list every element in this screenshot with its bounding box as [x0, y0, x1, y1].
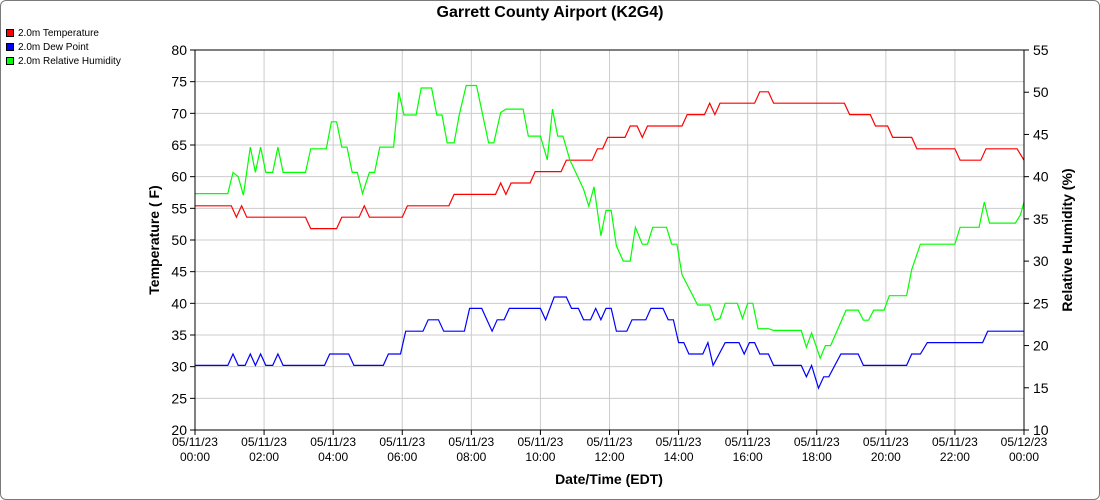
x-tick-time: 06:00 — [387, 450, 417, 464]
x-tick-date: 05/11/23 — [725, 435, 771, 449]
y-tick-label: 20 — [171, 422, 187, 438]
y-tick-label: 75 — [171, 74, 187, 90]
y-tick-label: 45 — [171, 264, 187, 280]
y2-tick-label: 50 — [1033, 84, 1049, 100]
x-tick-date: 05/11/23 — [518, 435, 564, 449]
y2-tick-label: 30 — [1033, 253, 1049, 269]
y2-axis-label: Relative Humidity (%) — [1059, 168, 1075, 311]
legend-label-relative-humidity: 2.0m Relative Humidity — [18, 56, 121, 67]
y2-tick-label: 25 — [1033, 295, 1049, 311]
y-axis-label: Temperature ( F) — [146, 185, 162, 294]
y2-tick-label: 55 — [1033, 42, 1049, 58]
y-tick-label: 40 — [171, 295, 187, 311]
y2-tick-label: 45 — [1033, 126, 1049, 142]
x-tick-date: 05/11/23 — [172, 435, 218, 449]
x-tick-time: 22:00 — [940, 450, 970, 464]
y-tick-label: 55 — [171, 200, 187, 216]
x-tick-time: 12:00 — [594, 450, 624, 464]
y2-tick-label: 10 — [1033, 422, 1049, 438]
series-line-2-0m-temperature — [195, 91, 1025, 230]
legend-item-relative-humidity: 2.0m Relative Humidity — [6, 55, 121, 69]
y-tick-label: 70 — [171, 105, 187, 121]
y2-axis-ticks: 10 15 20 25 30 35 40 45 50 55 — [1024, 42, 1049, 438]
x-tick-time: 20:00 — [871, 450, 901, 464]
x-tick-time: 04:00 — [318, 450, 348, 464]
legend-label-dew-point: 2.0m Dew Point — [18, 42, 89, 53]
x-axis-label: Date/Time (EDT) — [555, 471, 663, 487]
x-tick-date: 05/11/23 — [932, 435, 978, 449]
y-tick-label: 50 — [171, 232, 187, 248]
y2-tick-label: 15 — [1033, 380, 1049, 396]
x-tick-time: 00:00 — [180, 450, 210, 464]
x-tick-date: 05/11/23 — [794, 435, 840, 449]
x-tick-time: 10:00 — [525, 450, 555, 464]
legend-swatch-relative-humidity — [6, 57, 14, 65]
x-tick-date: 05/11/23 — [587, 435, 633, 449]
x-tick-date: 05/12/23 — [1001, 435, 1048, 449]
legend-swatch-dew-point — [6, 43, 14, 51]
grid — [194, 49, 1025, 431]
legend-label-temperature: 2.0m Temperature — [18, 28, 99, 39]
legend-item-temperature: 2.0m Temperature — [6, 27, 121, 41]
x-tick-date: 05/11/23 — [241, 435, 287, 449]
x-tick-time: 08:00 — [456, 450, 486, 464]
x-tick-time: 00:00 — [1009, 450, 1039, 464]
y-tick-label: 60 — [171, 169, 187, 185]
series-line-2-0m-dew-point — [195, 296, 1024, 390]
y2-tick-label: 20 — [1033, 338, 1049, 354]
legend-swatch-temperature — [6, 29, 14, 37]
x-tick-date: 05/11/23 — [379, 435, 425, 449]
chart-title: Garrett County Airport (K2G4) — [436, 4, 664, 21]
series-lines — [195, 84, 1025, 390]
y-tick-label: 25 — [171, 390, 187, 406]
x-tick-date: 05/11/23 — [863, 435, 909, 449]
y2-tick-label: 40 — [1033, 169, 1049, 185]
x-tick-date: 05/11/23 — [448, 435, 494, 449]
x-tick-time: 18:00 — [802, 450, 832, 464]
x-axis-ticks: 05/11/2300:0005/11/2302:0005/11/2304:000… — [172, 430, 1048, 464]
y-tick-label: 65 — [171, 137, 187, 153]
series-line-2-0m-relative-humidity — [195, 84, 1025, 360]
y-axis-ticks: 20 25 30 35 40 45 50 55 60 65 70 75 80 — [171, 42, 195, 438]
x-tick-time: 16:00 — [733, 450, 763, 464]
x-tick-date: 05/11/23 — [310, 435, 356, 449]
y-tick-label: 30 — [171, 359, 187, 375]
y-tick-label: 35 — [171, 327, 187, 343]
x-tick-date: 05/11/23 — [656, 435, 702, 449]
legend-item-dew-point: 2.0m Dew Point — [6, 41, 121, 55]
x-tick-time: 02:00 — [249, 450, 279, 464]
y-tick-label: 80 — [171, 42, 187, 58]
legend: 2.0m Temperature 2.0m Dew Point 2.0m Rel… — [6, 27, 121, 69]
y2-tick-label: 35 — [1033, 211, 1049, 227]
x-tick-time: 14:00 — [664, 450, 694, 464]
